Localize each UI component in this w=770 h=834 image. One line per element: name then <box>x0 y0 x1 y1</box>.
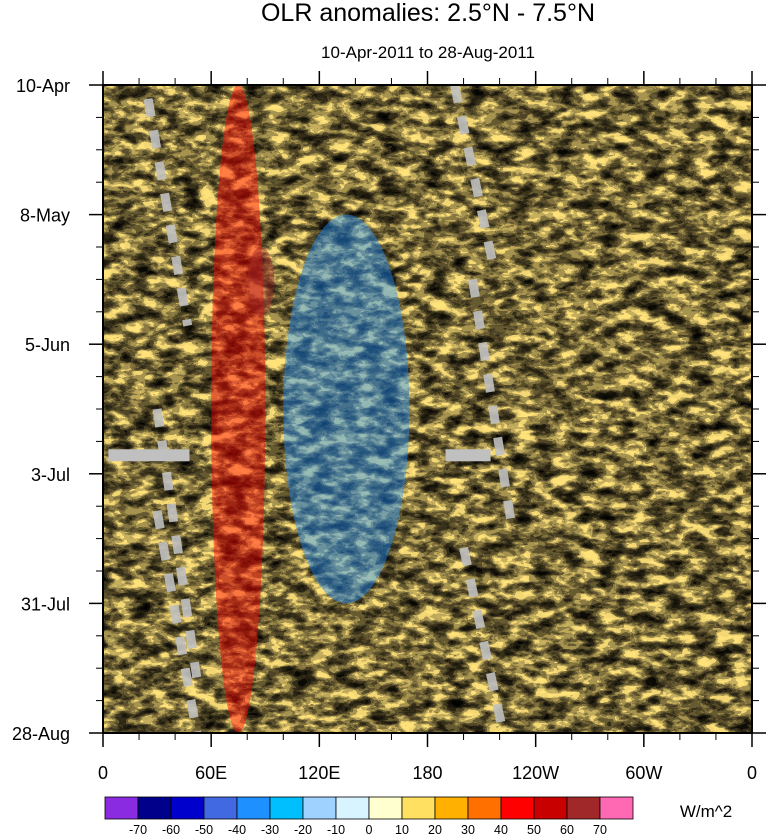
colorbar-tick-label: -20 <box>294 823 312 834</box>
missing-data-streak <box>152 510 202 733</box>
y-tick-label: 28-Aug <box>12 724 70 744</box>
x-tick-label: 0 <box>747 763 757 783</box>
missing-data-bar <box>108 449 190 462</box>
colorbar-tick-label: 10 <box>395 823 409 834</box>
colorbar-swatch <box>302 796 337 820</box>
missing-data-streak <box>468 278 517 531</box>
y-tick-label: 5-Jun <box>25 335 70 355</box>
plot-area <box>103 85 752 733</box>
x-axis: 0 60E 120E 180 120W 60W 0 <box>98 71 757 783</box>
x-tick-label: 0 <box>98 763 108 783</box>
colorbar-tick-label: -40 <box>228 823 246 834</box>
colorbar-tick-label: -10 <box>327 823 345 834</box>
x-tick-label: 120E <box>298 763 340 783</box>
colorbar-swatch <box>104 796 139 820</box>
colorbar-tick-label: 20 <box>428 823 442 834</box>
y-tick-label: 8-May <box>20 206 70 226</box>
chart-title: OLR anomalies: 2.5°N - 7.5°N <box>261 0 595 27</box>
missing-data-bar <box>445 449 491 462</box>
y-tick-label: 10-Apr <box>16 76 70 96</box>
colorbar-tick-label: 30 <box>461 823 475 834</box>
colorbar-tick-label: -30 <box>261 823 279 834</box>
field-noise-orange <box>103 85 752 733</box>
colorbar-swatch <box>599 796 634 820</box>
colorbar-tick-label: -70 <box>129 823 147 834</box>
colorbar-tick-label: 60 <box>560 823 574 834</box>
colorbar-swatch <box>533 796 568 820</box>
x-tick-label: 120W <box>512 763 559 783</box>
y-tick-label: 31-Jul <box>21 594 70 614</box>
colorbar-swatch <box>500 796 535 820</box>
colorbar-swatch <box>434 796 469 820</box>
colorbar-tick-label: -60 <box>162 823 180 834</box>
colorbar-swatch <box>269 796 304 820</box>
missing-data-streak <box>143 98 193 327</box>
colorbar-tick-label: 40 <box>494 823 508 834</box>
anomaly-feature <box>247 247 275 317</box>
colorbar-swatch <box>566 796 601 820</box>
colorbar-tick-label: -50 <box>195 823 213 834</box>
x-tick-label: 60W <box>625 763 662 783</box>
colorbar-units: W/m^2 <box>680 802 732 821</box>
colorbar-swatch <box>467 796 502 820</box>
colorbar-swatch <box>236 796 271 820</box>
colorbar-swatch <box>170 796 205 820</box>
anomaly-feature <box>211 85 266 733</box>
colorbar-tick-label: 0 <box>366 823 373 834</box>
x-tick-label: 60E <box>195 763 227 783</box>
colorbar-tick-label: 50 <box>527 823 541 834</box>
x-tick-label: 180 <box>412 763 442 783</box>
colorbar-swatch <box>335 796 370 820</box>
colorbar-swatch <box>137 796 172 820</box>
colorbar: -70 -60 -50 -40 -30 -20 -10 0 10 20 30 40 50 60 70 <box>104 796 634 834</box>
colorbar-swatch <box>401 796 436 820</box>
colorbar-swatch <box>368 796 403 820</box>
colorbar-swatch <box>203 796 238 820</box>
anomaly-feature <box>283 214 410 604</box>
y-tick-label: 3-Jul <box>31 465 70 485</box>
chart-subtitle: 10-Apr-2011 to 28-Aug-2011 <box>321 43 535 62</box>
colorbar-tick-label: 70 <box>593 823 607 834</box>
y-axis: 10-Apr 8-May 5-Jun 3-Jul 31-Jul 28-Aug <box>12 76 766 744</box>
